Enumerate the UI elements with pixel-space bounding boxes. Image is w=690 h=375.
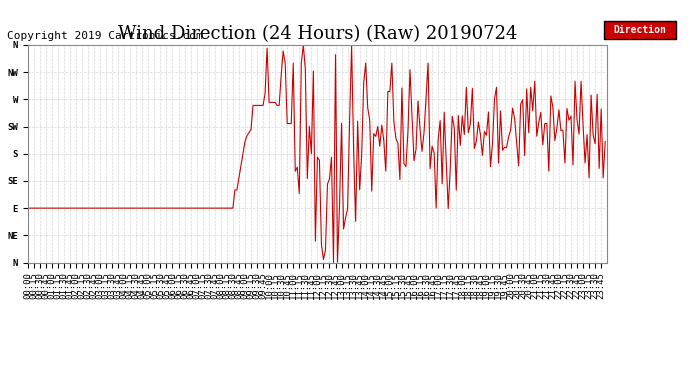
Title: Wind Direction (24 Hours) (Raw) 20190724: Wind Direction (24 Hours) (Raw) 20190724 [118,26,517,44]
Text: Copyright 2019 Cartronics.com: Copyright 2019 Cartronics.com [7,32,203,41]
Text: Direction: Direction [613,26,666,35]
